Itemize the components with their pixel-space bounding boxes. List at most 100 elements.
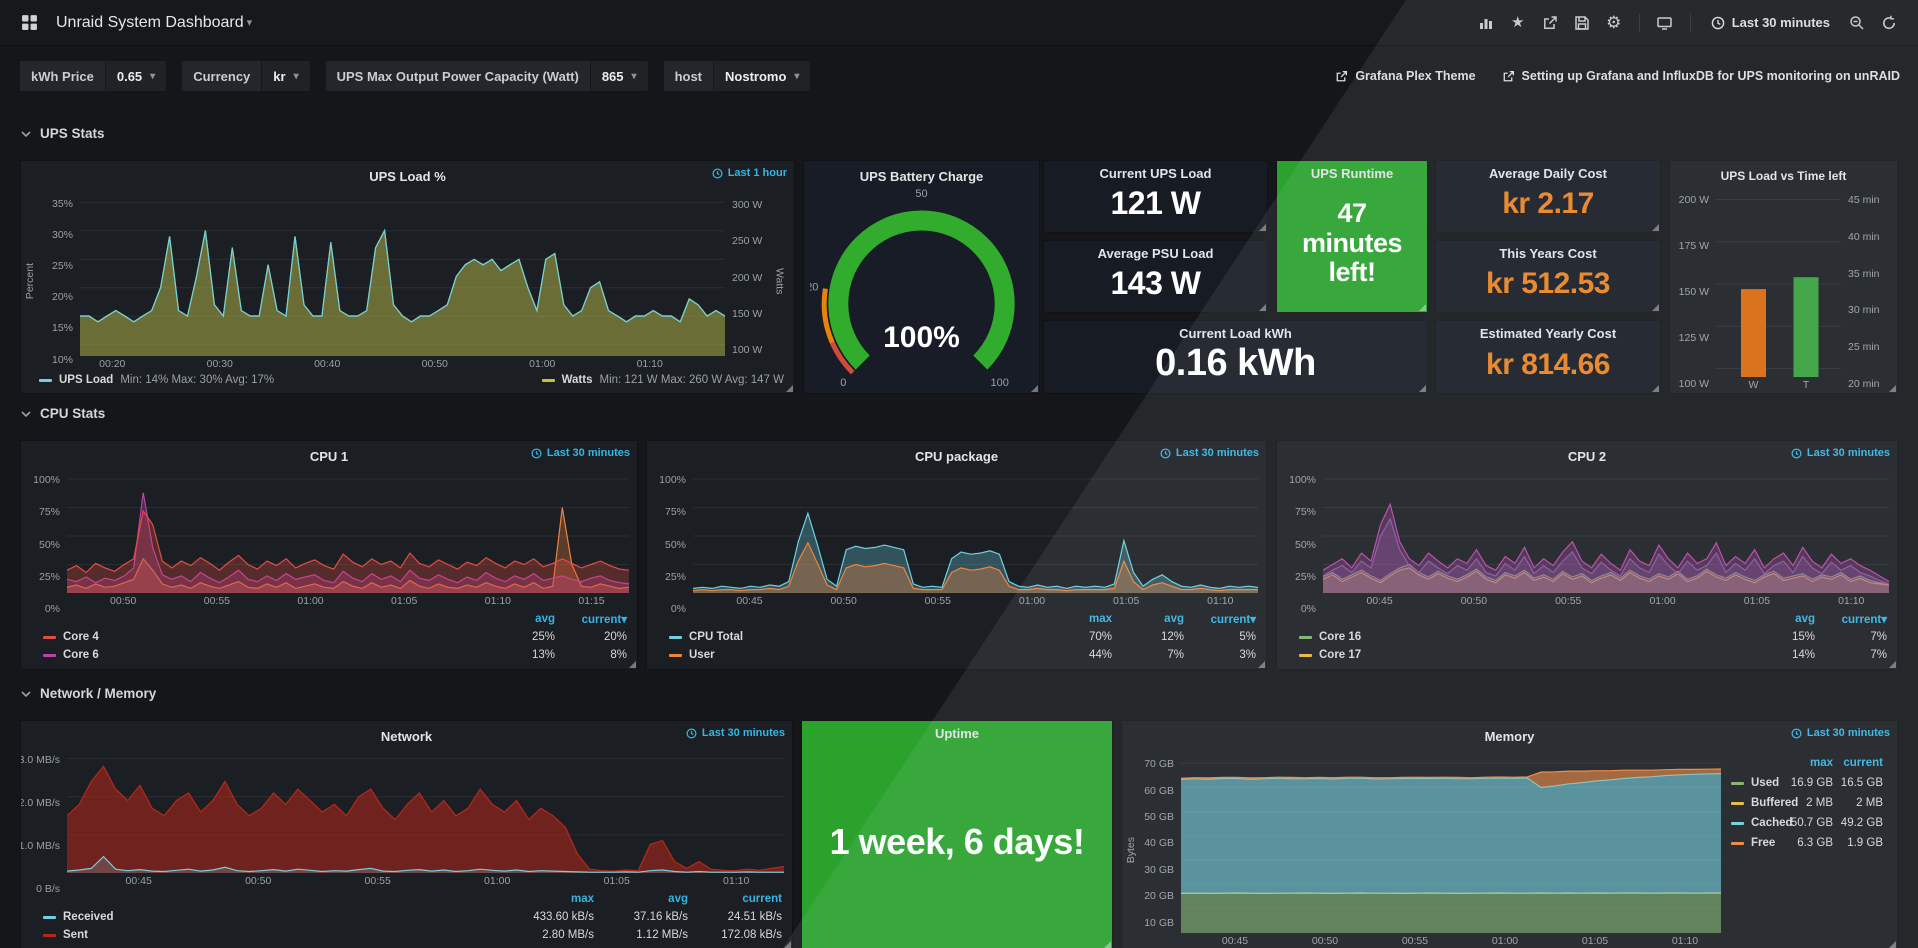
legend-series-toggle[interactable]: Core 16 bbox=[1299, 631, 1743, 643]
panel-time-range[interactable]: Last 30 minutes bbox=[1160, 447, 1259, 459]
chart-plot[interactable] bbox=[1181, 751, 1721, 933]
panel-title[interactable]: UPS Battery Charge bbox=[859, 168, 984, 184]
panel-title[interactable]: UPS Runtime bbox=[1310, 166, 1394, 181]
x-axis-tick: 01:15 bbox=[578, 595, 605, 607]
row-header-network-memory[interactable]: Network / Memory bbox=[20, 686, 156, 701]
panel-time-range[interactable]: Last 30 minutes bbox=[686, 727, 785, 739]
y-axis-tick: 300 W bbox=[732, 199, 763, 212]
legend-series-toggle[interactable]: Cached bbox=[1731, 817, 1793, 829]
panel-title[interactable]: Average PSU Load bbox=[1097, 246, 1214, 261]
legend-series-toggle[interactable]: CPU Total bbox=[669, 631, 1040, 643]
panel-time-range[interactable]: Last 30 minutes bbox=[1791, 447, 1890, 459]
row-header-cpu-stats[interactable]: CPU Stats bbox=[20, 406, 105, 421]
chart-plot[interactable] bbox=[1716, 191, 1841, 377]
legend-sort-avg[interactable]: avg bbox=[535, 613, 555, 625]
panel-time-range[interactable]: Last 1 hour bbox=[712, 167, 787, 179]
legend-sort-max[interactable]: max bbox=[570, 893, 594, 905]
settings-gear-icon[interactable]: ⚙ bbox=[1606, 13, 1622, 32]
legend-sort-max[interactable]: max bbox=[1809, 757, 1833, 769]
top-navbar: Unraid System Dashboard ▾ ★ ⚙ Las bbox=[0, 0, 1918, 46]
dashboard-title[interactable]: Unraid System Dashboard ▾ bbox=[56, 13, 253, 31]
panel-title[interactable]: UPS Load % bbox=[369, 168, 446, 184]
panel-title[interactable]: Average Daily Cost bbox=[1488, 166, 1607, 181]
legend-series-toggle[interactable]: User bbox=[669, 649, 1040, 661]
y-axis-tick: 200 W bbox=[732, 271, 763, 284]
legend-row: Core 16 15% 7% bbox=[1299, 628, 1887, 646]
panel-title[interactable]: Uptime bbox=[934, 726, 980, 741]
link-ups-monitoring-guide[interactable]: Setting up Grafana and InfluxDB for UPS … bbox=[1502, 69, 1900, 83]
add-panel-icon[interactable] bbox=[1471, 9, 1501, 37]
panel-title[interactable]: CPU 2 bbox=[1567, 448, 1607, 464]
y-axis-tick: 15% bbox=[51, 322, 73, 335]
panel-title[interactable]: CPU package bbox=[914, 448, 999, 464]
legend-value: 7% bbox=[1167, 649, 1184, 661]
panel-title[interactable]: Memory bbox=[1484, 728, 1535, 744]
series-line bbox=[1181, 773, 1721, 789]
refresh-icon[interactable] bbox=[1874, 9, 1904, 37]
stat-value: 0.16 kWh bbox=[1155, 342, 1316, 385]
series-swatch bbox=[1731, 841, 1744, 845]
legend-series-toggle[interactable]: Core 17 bbox=[1299, 649, 1743, 661]
legend-sort-current[interactable]: current▾ bbox=[1841, 614, 1887, 626]
legend-sort-max[interactable]: max bbox=[1088, 613, 1112, 625]
panel-time-range[interactable]: Last 30 minutes bbox=[531, 447, 630, 459]
legend-item[interactable]: Watts Min: 121 W Max: 260 W Avg: 147 W bbox=[541, 374, 784, 386]
chart-plot[interactable] bbox=[80, 191, 725, 356]
variable-kwh-price[interactable]: kWh Price 0.65 ▾ bbox=[20, 61, 167, 91]
variable-ups-max-output[interactable]: UPS Max Output Power Capacity (Watt) 865… bbox=[325, 61, 648, 91]
panel-title[interactable]: Estimated Yearly Cost bbox=[1479, 326, 1617, 341]
apps-grid-icon[interactable] bbox=[14, 9, 44, 37]
legend: avg current▾ Core 4 25% 20% Core 6 13% 8… bbox=[21, 609, 637, 669]
chevron-down-icon bbox=[21, 410, 31, 417]
legend-series-toggle[interactable]: Free bbox=[1731, 837, 1783, 849]
legend-item[interactable]: UPS Load Min: 14% Max: 30% Avg: 17% bbox=[39, 374, 274, 386]
link-grafana-plex-theme[interactable]: Grafana Plex Theme bbox=[1335, 69, 1476, 83]
legend-series-toggle[interactable]: Sent bbox=[43, 929, 500, 941]
series-area bbox=[80, 230, 725, 356]
x-axis-tick: 01:10 bbox=[1207, 595, 1234, 607]
panel-title[interactable]: Network bbox=[380, 728, 433, 744]
legend-sort-current[interactable]: current bbox=[742, 893, 782, 905]
chart-plot[interactable] bbox=[67, 471, 629, 593]
row-header-ups-stats[interactable]: UPS Stats bbox=[20, 126, 105, 141]
chart-plot[interactable] bbox=[67, 751, 784, 873]
zoom-out-icon[interactable] bbox=[1842, 9, 1872, 37]
legend-sort-avg[interactable]: avg bbox=[1164, 613, 1184, 625]
legend-series-toggle[interactable]: Used bbox=[1731, 777, 1783, 789]
variable-label: UPS Max Output Power Capacity (Watt) bbox=[325, 61, 591, 91]
legend-sort-avg[interactable]: avg bbox=[1795, 613, 1815, 625]
variable-currency[interactable]: Currency kr ▾ bbox=[182, 61, 310, 91]
legend-series-toggle[interactable]: Buffered bbox=[1731, 797, 1798, 809]
legend-series-toggle[interactable]: Core 4 bbox=[43, 631, 483, 643]
legend-sort-avg[interactable]: avg bbox=[668, 893, 688, 905]
save-icon[interactable] bbox=[1567, 9, 1597, 37]
time-range-button[interactable]: Last 30 minutes bbox=[1701, 9, 1840, 37]
stat-value: 47 minutes left! bbox=[1301, 197, 1403, 288]
legend: UPS Load Min: 14% Max: 30% Avg: 17% Watt… bbox=[21, 372, 794, 393]
panel-title[interactable]: UPS Load vs Time left bbox=[1720, 169, 1847, 183]
legend-sort-current[interactable]: current▾ bbox=[581, 614, 627, 626]
panel-title[interactable]: Current UPS Load bbox=[1099, 166, 1212, 181]
legend-series-toggle[interactable]: Received bbox=[43, 911, 500, 923]
chart-plot[interactable] bbox=[693, 471, 1258, 593]
legend-header-row: max avg current bbox=[43, 890, 782, 908]
y-axis-tick: 70 GB bbox=[1144, 758, 1174, 771]
legend-sort-current[interactable]: current bbox=[1843, 757, 1883, 769]
series-area bbox=[1181, 773, 1721, 894]
star-icon[interactable]: ★ bbox=[1511, 14, 1525, 31]
panel-title[interactable]: This Years Cost bbox=[1499, 246, 1597, 261]
variable-host[interactable]: host Nostromo ▾ bbox=[663, 61, 811, 91]
legend-sort-current[interactable]: current▾ bbox=[1210, 614, 1256, 626]
legend-series-toggle[interactable]: Core 6 bbox=[43, 649, 483, 661]
series-line bbox=[67, 855, 784, 873]
series-swatch bbox=[43, 915, 56, 919]
legend-value: 16.5 GB bbox=[1840, 777, 1883, 789]
series-swatch bbox=[43, 933, 56, 937]
share-icon[interactable] bbox=[1535, 9, 1565, 37]
clock-icon bbox=[1160, 447, 1171, 459]
panel-title[interactable]: Current Load kWh bbox=[1179, 326, 1292, 341]
panel-time-range[interactable]: Last 30 minutes bbox=[1791, 727, 1890, 739]
chart-plot[interactable] bbox=[1323, 471, 1889, 593]
cycle-view-monitor-icon[interactable] bbox=[1650, 9, 1680, 37]
panel-title[interactable]: CPU 1 bbox=[309, 448, 349, 464]
